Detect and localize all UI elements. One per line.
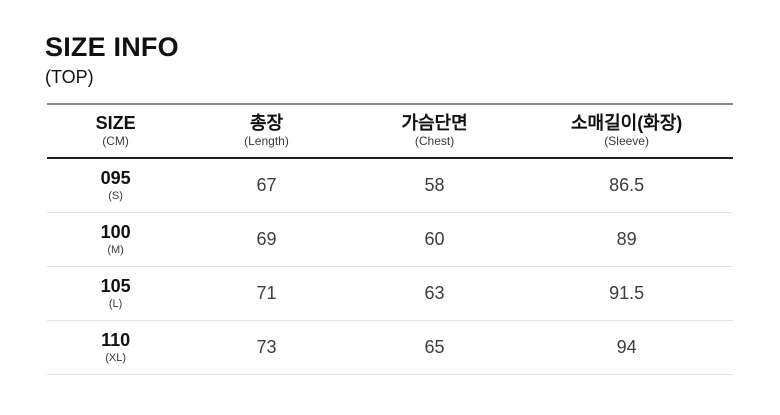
page-subtitle: (TOP) [45,66,94,87]
size-cell: 100 (M) [47,222,184,256]
size-table: SIZE (CM) 총장 (Length) 가슴단면 (Chest) 소매길이(… [47,103,733,375]
length-value: 73 [256,337,277,358]
size-sub-value: (S) [108,190,123,203]
sleeve-value: 91.5 [609,283,645,304]
size-cell: 110 (XL) [47,330,184,364]
page-header: SIZE INFO (TOP) [45,32,179,88]
table-row-095: 095 (S) 67 58 86.5 [47,159,733,213]
size-value: 095 [100,168,131,189]
sleeve-value: 86.5 [609,175,645,196]
column-sublabel-size: (CM) [102,133,129,148]
table-row-105: 105 (L) 71 63 91.5 [47,267,733,321]
chest-value: 65 [424,337,445,358]
size-sub-value: (XL) [105,352,126,365]
size-cell: 105 (L) [47,276,184,310]
chest-value: 63 [424,283,445,304]
size-value: 110 [101,330,131,351]
length-value: 67 [256,175,277,196]
length-value: 69 [256,229,277,250]
column-label-length: 총장 [249,113,284,134]
size-value: 100 [100,222,131,243]
page-title: SIZE INFO [45,32,179,62]
size-sub-value: (L) [108,298,123,311]
sleeve-value: 94 [616,337,637,358]
column-header-chest: 가슴단면 (Chest) [349,113,521,148]
column-header-sleeve: 소매길이(화장) (Sleeve) [520,113,733,148]
column-sublabel-sleeve: (Sleeve) [604,133,649,148]
table-header-row: SIZE (CM) 총장 (Length) 가슴단면 (Chest) 소매길이(… [47,105,733,159]
column-sublabel-length: (Length) [244,133,289,148]
table-row-100: 100 (M) 69 60 89 [47,213,733,267]
column-header-length: 총장 (Length) [184,113,349,148]
chest-value: 60 [424,229,445,250]
table-row-110: 110 (XL) 73 65 94 [47,321,733,375]
column-sublabel-chest: (Chest) [414,133,455,148]
chest-value: 58 [424,175,445,196]
column-label-sleeve: 소매길이(화장) [570,113,683,134]
length-value: 71 [256,283,277,304]
size-cell: 095 (S) [47,168,184,202]
column-header-size: SIZE (CM) [47,113,184,148]
size-sub-value: (M) [107,244,124,257]
size-value: 105 [100,276,131,297]
column-label-chest: 가슴단면 [401,113,468,134]
column-label-size: SIZE [95,113,136,134]
sleeve-value: 89 [616,229,637,250]
